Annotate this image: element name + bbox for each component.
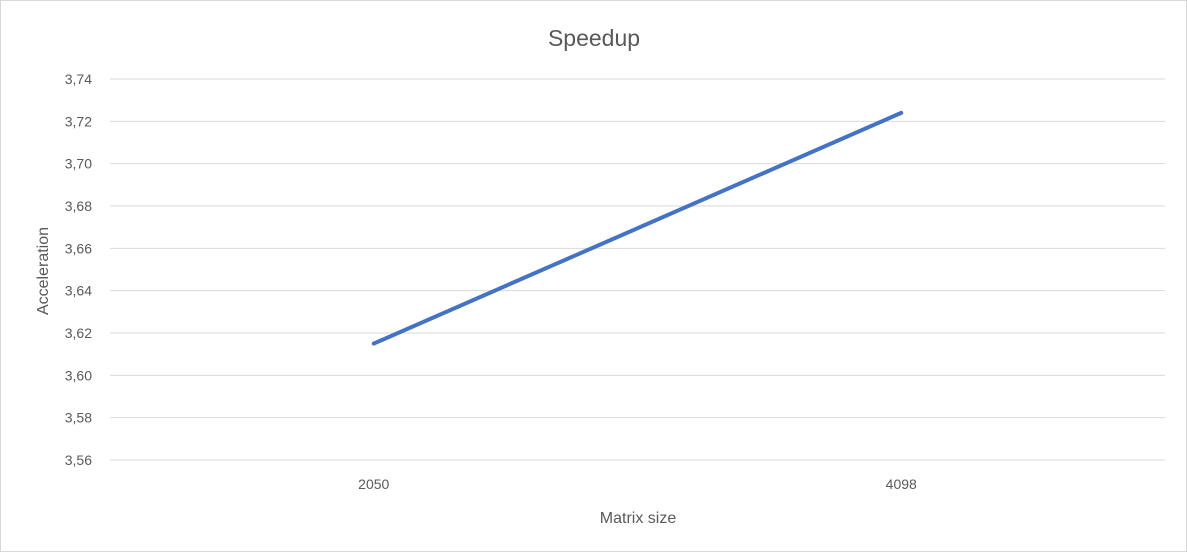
y-tick-label-3: 3,62 [65, 325, 92, 341]
series-line-0 [371, 110, 904, 346]
gridlines [110, 78, 1165, 461]
y-tick-label-2: 3,60 [65, 367, 92, 383]
y-tick-label-8: 3,72 [65, 113, 92, 129]
series-group [371, 110, 904, 346]
y-tick-label-6: 3,68 [65, 198, 92, 214]
x-axis-ticks: 2050 4098 [358, 476, 917, 492]
y-tick-label-7: 3,70 [65, 156, 92, 172]
y-tick-label-5: 3,66 [65, 240, 92, 256]
y-tick-label-9: 3,74 [65, 71, 92, 87]
y-axis-ticks: 3,56 3,58 3,60 3,62 3,64 3,66 3,68 3,70 3,72 3,74 [65, 71, 92, 468]
x-tick-label-1: 4098 [886, 476, 917, 492]
x-tick-label-0: 2050 [358, 476, 389, 492]
y-axis-title: Acceleration [35, 227, 52, 315]
chart-title: Speedup [548, 25, 640, 51]
x-axis-title: Matrix size [600, 510, 677, 527]
y-tick-label-4: 3,64 [65, 283, 92, 299]
y-tick-label-0: 3,56 [65, 452, 92, 468]
y-tick-label-1: 3,58 [65, 410, 92, 426]
